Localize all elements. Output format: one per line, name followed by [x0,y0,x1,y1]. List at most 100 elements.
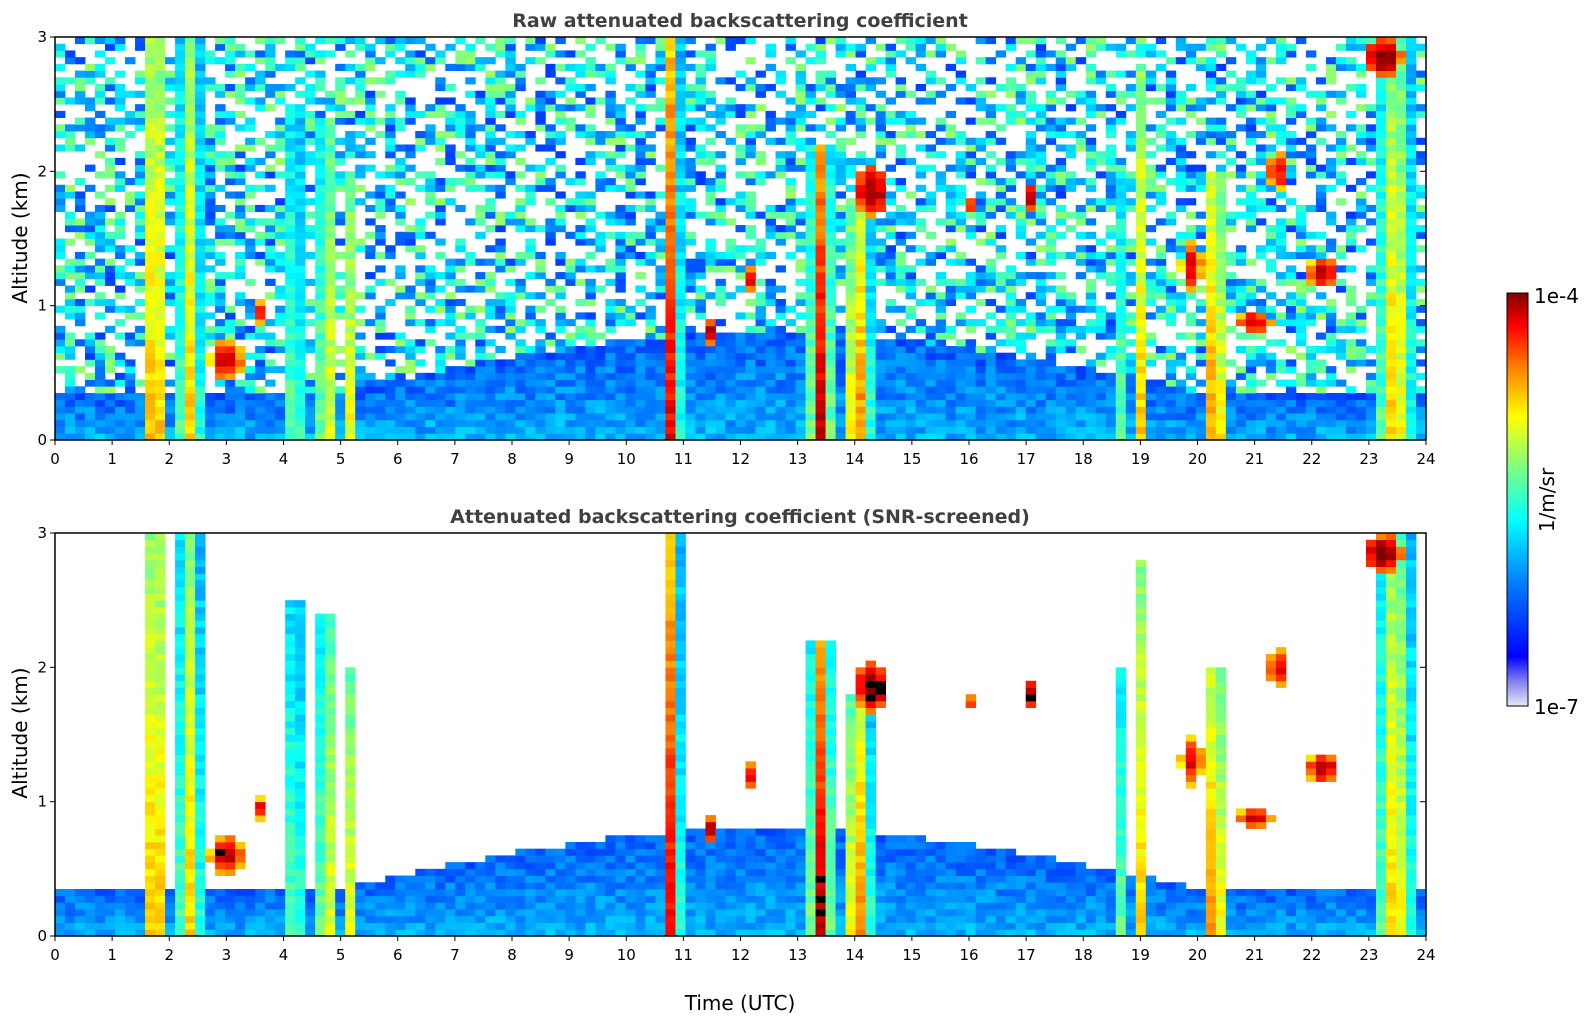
heatmap-cell [455,238,466,246]
heatmap-cell [225,325,236,333]
heatmap-cell [735,144,746,152]
heatmap-cell [1025,312,1037,320]
heatmap-cell [895,211,907,219]
heatmap-cell [1065,63,1077,71]
heatmap-cell [75,419,86,427]
heatmap-cell [755,292,766,300]
heatmap-cell [685,426,696,434]
heatmap-cell [855,406,866,414]
heatmap-cell [215,151,226,159]
heatmap-cell [895,406,907,414]
heatmap-cell [905,231,917,239]
heatmap-cell [865,104,876,112]
heatmap-cell [815,352,826,360]
heatmap-cell [895,339,907,347]
heatmap-cell [1165,77,1177,85]
heatmap-cell [1185,366,1197,374]
heatmap-cell [755,298,766,307]
heatmap-cell [455,419,466,427]
heatmap-cell [465,110,476,118]
heatmap-cell [545,178,556,186]
heatmap-cell [815,386,826,394]
heatmap-cell [385,419,396,427]
heatmap-cell [895,258,907,266]
heatmap-cell [1205,278,1217,286]
heatmap-cell [455,178,466,186]
heatmap-cell [375,198,386,206]
heatmap-cell [205,218,216,226]
heatmap-cell [875,137,887,145]
heatmap-cell [1055,97,1067,105]
heatmap-cell [835,278,846,286]
heatmap-cell [195,171,206,179]
heatmap-cell [1135,251,1147,260]
heatmap-cell [345,77,356,85]
heatmap-cell [575,312,586,320]
heatmap-cell [155,238,166,246]
heatmap-cell [135,164,146,172]
heatmap-cell [945,426,957,434]
heatmap-cell [175,178,186,186]
heatmap-cell [1025,332,1037,340]
heatmap-cell [385,433,396,441]
heatmap-cell [625,245,636,253]
heatmap-cell [475,325,486,333]
heatmap-cell [365,251,376,260]
heatmap-cell [775,419,786,427]
heatmap-cell [1085,231,1097,239]
heatmap-cell [975,406,987,414]
heatmap-cell [385,164,396,172]
heatmap-cell [475,413,486,421]
heatmap-cell [435,352,446,360]
heatmap-cell [1145,178,1157,186]
heatmap-cell [85,339,96,347]
heatmap-cell [515,157,526,166]
heatmap-cell [255,359,266,367]
heatmap-cell [875,352,887,360]
heatmap-cell [835,204,846,213]
heatmap-cell [1035,319,1047,327]
heatmap-cell [805,265,816,273]
heatmap-cell [1035,372,1047,380]
heatmap-cell [55,50,66,58]
heatmap-cell [55,198,66,206]
heatmap-cell [665,298,676,307]
heatmap-cell [735,399,746,407]
heatmap-cell [935,366,947,374]
heatmap-cell [495,359,506,367]
heatmap-cell [1025,379,1037,387]
heatmap-cell [225,37,236,45]
heatmap-cell [1215,325,1227,333]
heatmap-cell [815,184,826,192]
heatmap-cell [885,392,897,401]
heatmap-cell [225,157,236,166]
heatmap-cell [385,184,396,192]
heatmap-cell [345,110,356,118]
heatmap-cell [1125,339,1137,347]
heatmap-cell [365,386,376,394]
heatmap-cell [965,84,977,92]
heatmap-cell [705,345,716,354]
heatmap-cell [625,305,636,313]
heatmap-cell [1065,292,1077,300]
heatmap-cell [945,211,957,219]
heatmap-cell [245,137,256,145]
heatmap-cell [915,37,927,45]
heatmap-cell [185,305,196,313]
heatmap-cell [455,332,466,340]
heatmap-cell [445,399,456,407]
heatmap-cell [625,345,636,354]
heatmap-cell [1195,231,1207,239]
heatmap-cell [325,406,336,414]
heatmap-cell [345,198,356,206]
heatmap-cell [825,258,836,266]
heatmap-cell [165,352,176,360]
heatmap-cell [1215,359,1227,367]
heatmap-cell [515,419,526,427]
heatmap-cell [825,325,836,333]
heatmap-cell [865,57,876,65]
heatmap-cell [695,265,706,273]
heatmap-cell [535,57,546,65]
heatmap-cell [805,124,816,132]
heatmap-cell [145,231,156,239]
